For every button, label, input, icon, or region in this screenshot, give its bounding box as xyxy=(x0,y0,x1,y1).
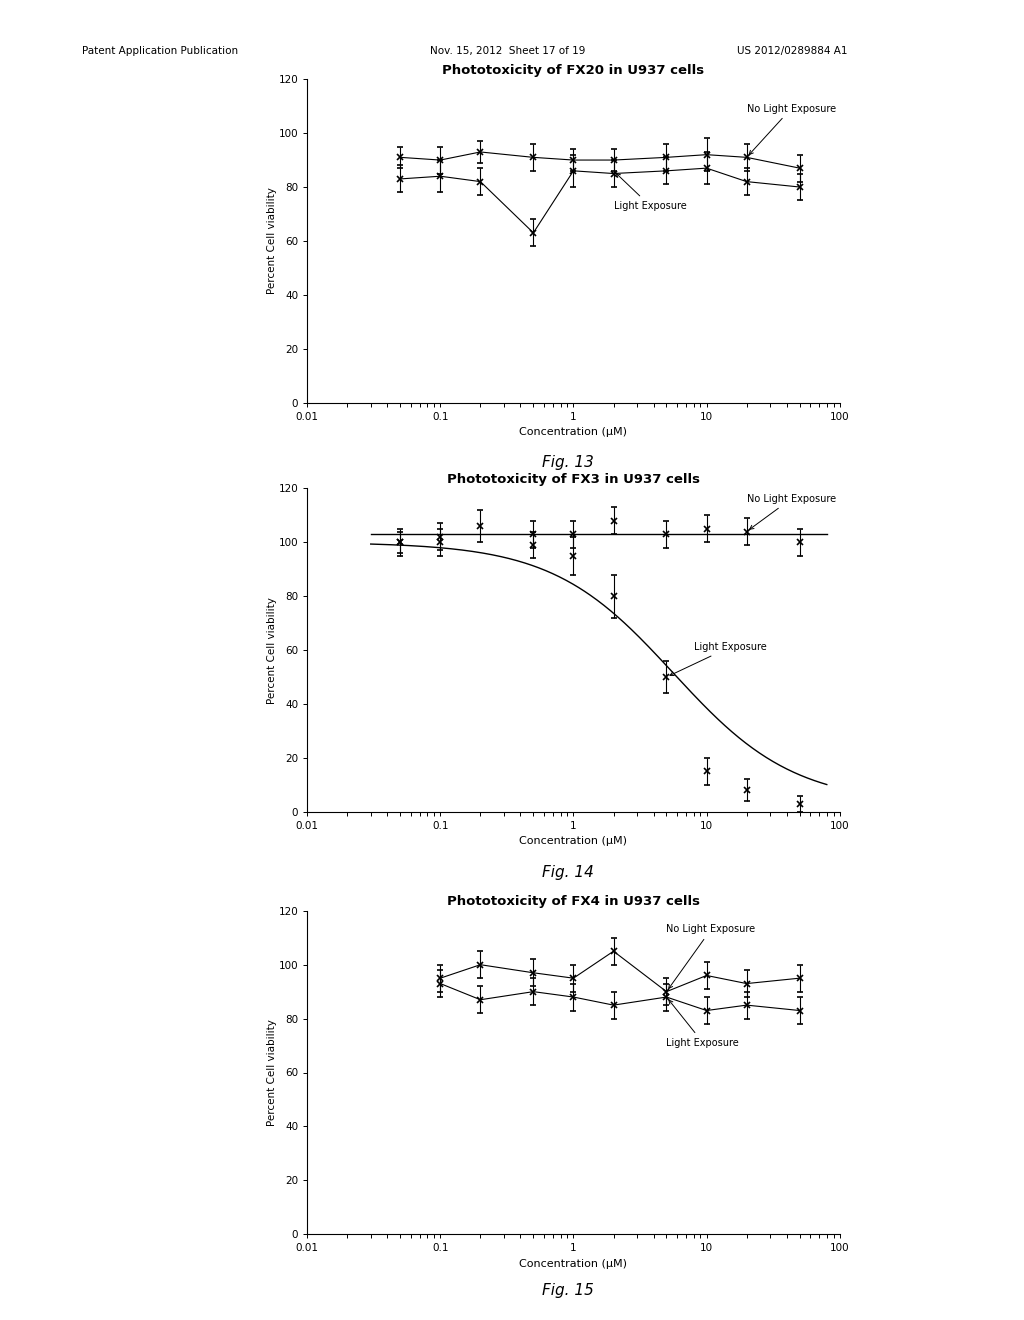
Text: No Light Exposure: No Light Exposure xyxy=(746,494,836,529)
X-axis label: Concentration (μM): Concentration (μM) xyxy=(519,1259,628,1269)
Text: No Light Exposure: No Light Exposure xyxy=(746,103,836,154)
Text: No Light Exposure: No Light Exposure xyxy=(667,924,756,989)
Y-axis label: Percent Cell viability: Percent Cell viability xyxy=(267,597,278,704)
Text: US 2012/0289884 A1: US 2012/0289884 A1 xyxy=(737,46,848,57)
X-axis label: Concentration (μM): Concentration (μM) xyxy=(519,837,628,846)
Title: Phototoxicity of FX20 in U937 cells: Phototoxicity of FX20 in U937 cells xyxy=(442,63,705,77)
X-axis label: Concentration (μM): Concentration (μM) xyxy=(519,428,628,437)
Text: Fig. 14: Fig. 14 xyxy=(543,865,594,879)
Title: Phototoxicity of FX4 in U937 cells: Phototoxicity of FX4 in U937 cells xyxy=(446,895,700,908)
Text: Light Exposure: Light Exposure xyxy=(667,1001,739,1048)
Text: Nov. 15, 2012  Sheet 17 of 19: Nov. 15, 2012 Sheet 17 of 19 xyxy=(430,46,586,57)
Text: Patent Application Publication: Patent Application Publication xyxy=(82,46,238,57)
Text: Fig. 13: Fig. 13 xyxy=(543,455,594,470)
Y-axis label: Percent Cell viability: Percent Cell viability xyxy=(267,1019,278,1126)
Title: Phototoxicity of FX3 in U937 cells: Phototoxicity of FX3 in U937 cells xyxy=(446,473,700,486)
Text: Light Exposure: Light Exposure xyxy=(670,642,766,676)
Text: Light Exposure: Light Exposure xyxy=(613,173,686,211)
Text: Fig. 15: Fig. 15 xyxy=(543,1283,594,1298)
Y-axis label: Percent Cell viability: Percent Cell viability xyxy=(267,187,278,294)
